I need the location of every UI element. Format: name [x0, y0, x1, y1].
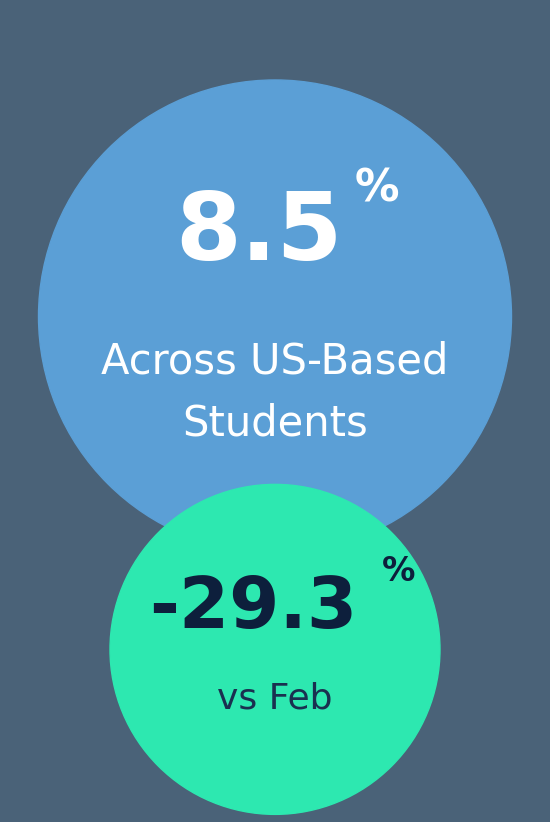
Ellipse shape — [39, 80, 512, 553]
Text: %: % — [382, 555, 415, 588]
Text: %: % — [355, 168, 399, 210]
Text: -29.3: -29.3 — [149, 574, 357, 643]
Text: Across US-Based: Across US-Based — [101, 340, 449, 383]
Ellipse shape — [110, 484, 440, 815]
Text: vs Feb: vs Feb — [217, 681, 333, 716]
Text: Students: Students — [182, 402, 368, 445]
Text: 8.5: 8.5 — [175, 188, 342, 280]
